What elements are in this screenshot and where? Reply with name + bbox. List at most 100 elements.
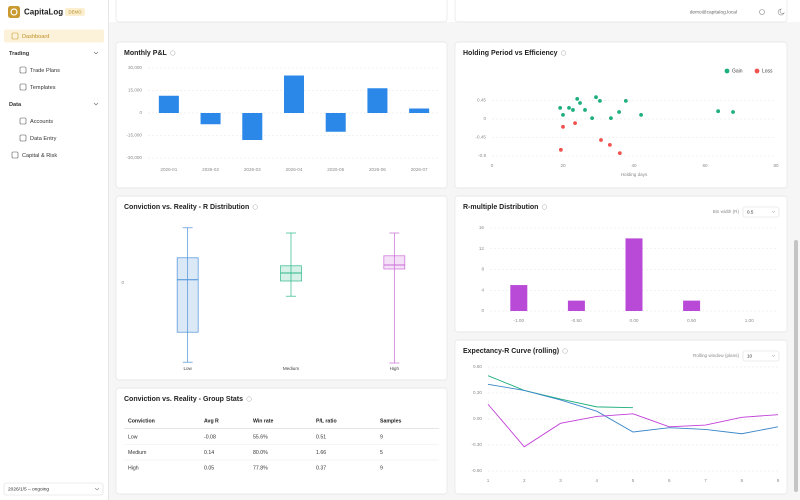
- info-icon[interactable]: [562, 348, 568, 354]
- lang-icon[interactable]: [759, 9, 765, 15]
- table-cell: 0.37: [316, 465, 326, 471]
- bar: [409, 108, 430, 113]
- card: [115, 195, 448, 381]
- legend-swatch: [724, 68, 730, 74]
- user-email[interactable]: demo@capitalog.local: [690, 9, 737, 15]
- point: [561, 124, 565, 129]
- card: [115, 0, 448, 23]
- select[interactable]: [742, 350, 780, 362]
- nav-icon: [19, 117, 27, 125]
- legend-label: Loss: [762, 69, 773, 75]
- point: [623, 99, 628, 103]
- x-tick-label: 2026-07: [411, 167, 428, 172]
- table-cell: Medium: [128, 450, 146, 456]
- card-title: Holding Period vs Efficiency: [463, 50, 558, 57]
- y-tick-label: -0.9: [478, 153, 486, 158]
- x-tick-label: -1.00: [514, 318, 525, 323]
- app-name: CapitaLog: [24, 8, 63, 17]
- point: [558, 106, 563, 110]
- point: [558, 147, 563, 152]
- select-value: 0.5: [747, 210, 754, 215]
- x-tick-label: Medium: [283, 366, 300, 371]
- table-cell: 0.51: [316, 434, 326, 440]
- table-cell: 55.6%: [253, 434, 268, 440]
- scrollbar[interactable]: [794, 240, 798, 492]
- point: [561, 112, 565, 117]
- badge: [65, 8, 85, 16]
- x-tick-label: 8: [740, 478, 743, 483]
- card: [454, 339, 788, 495]
- info-icon[interactable]: [246, 396, 252, 402]
- x-tick-label: 5: [632, 478, 635, 483]
- y-tick-label: 16: [479, 225, 485, 230]
- card: [115, 41, 448, 189]
- x-tick-label: -0.50: [571, 318, 582, 323]
- y-tick-label: 0: [483, 116, 486, 121]
- nav-item[interactable]: Data: [9, 102, 22, 108]
- date-select[interactable]: [3, 482, 104, 496]
- nav-item[interactable]: Trade Plans: [30, 68, 60, 74]
- legend-swatch: [754, 68, 760, 74]
- info-icon[interactable]: [170, 50, 176, 56]
- bar: [683, 300, 701, 311]
- table-cell: 5: [380, 450, 383, 456]
- bar: [158, 95, 179, 113]
- x-tick-label: 2026-06: [369, 167, 386, 172]
- y-tick-label: -0.30: [472, 442, 483, 447]
- bar: [625, 238, 643, 311]
- nav-item[interactable]: Dashboard: [22, 34, 49, 40]
- y-tick-label: -30,000: [126, 155, 142, 160]
- x-axis-label: Holding days: [621, 172, 648, 177]
- logo: [8, 6, 20, 18]
- table-cell: 0.05: [204, 465, 214, 471]
- table-cell: 1.66: [316, 450, 326, 456]
- x-tick-label: 40: [631, 163, 637, 168]
- x-tick-label: 2026-05: [327, 167, 344, 172]
- x-tick-label: 6: [668, 478, 671, 483]
- card: [454, 195, 788, 333]
- column-header: Win rate: [253, 418, 274, 424]
- y-tick-label: 4: [481, 287, 484, 292]
- card-title: R-multiple Distribution: [463, 204, 538, 211]
- table-cell: 9: [380, 434, 383, 440]
- card-title: Expectancy-R Curve (rolling): [463, 348, 559, 355]
- y-tick-label: -0.45: [476, 135, 487, 140]
- select[interactable]: [742, 206, 780, 218]
- table-cell: High: [128, 465, 139, 471]
- point: [599, 138, 603, 142]
- x-tick-label: 20: [560, 163, 566, 168]
- nav-icon: [11, 151, 19, 159]
- nav-icon: [19, 83, 27, 91]
- point: [609, 116, 613, 121]
- legend-label: Gain: [732, 69, 743, 75]
- info-icon[interactable]: [560, 50, 567, 56]
- nav-active-bg[interactable]: [4, 29, 104, 43]
- nav-item[interactable]: Trading: [9, 51, 30, 57]
- point: [617, 151, 622, 156]
- logo-mark: [10, 8, 18, 16]
- info-icon[interactable]: [541, 204, 548, 210]
- point: [716, 109, 721, 114]
- point: [567, 106, 571, 110]
- x-tick-label: 80: [773, 163, 779, 168]
- chevron: [94, 487, 100, 491]
- point: [731, 110, 735, 114]
- info-icon[interactable]: [252, 204, 258, 210]
- nav-item[interactable]: Accounts: [30, 119, 53, 125]
- column-header: Samples: [380, 418, 401, 424]
- y-tick-label: 30,000: [128, 65, 142, 70]
- x-tick-label: 4: [595, 478, 598, 483]
- x-tick-label: 0.00: [630, 318, 639, 323]
- chevron: [771, 354, 776, 357]
- x-tick-label: 9: [777, 478, 780, 483]
- nav-item[interactable]: Data Entry: [30, 136, 57, 142]
- column-header: P/L ratio: [316, 418, 337, 424]
- point: [617, 110, 621, 114]
- table-cell: 9: [380, 465, 383, 471]
- point: [590, 116, 595, 121]
- theme-icon[interactable]: [777, 8, 785, 16]
- nav-item[interactable]: Capital & Risk: [22, 153, 57, 159]
- nav-item[interactable]: Templates: [30, 85, 56, 91]
- y-tick-label: 12: [479, 246, 485, 251]
